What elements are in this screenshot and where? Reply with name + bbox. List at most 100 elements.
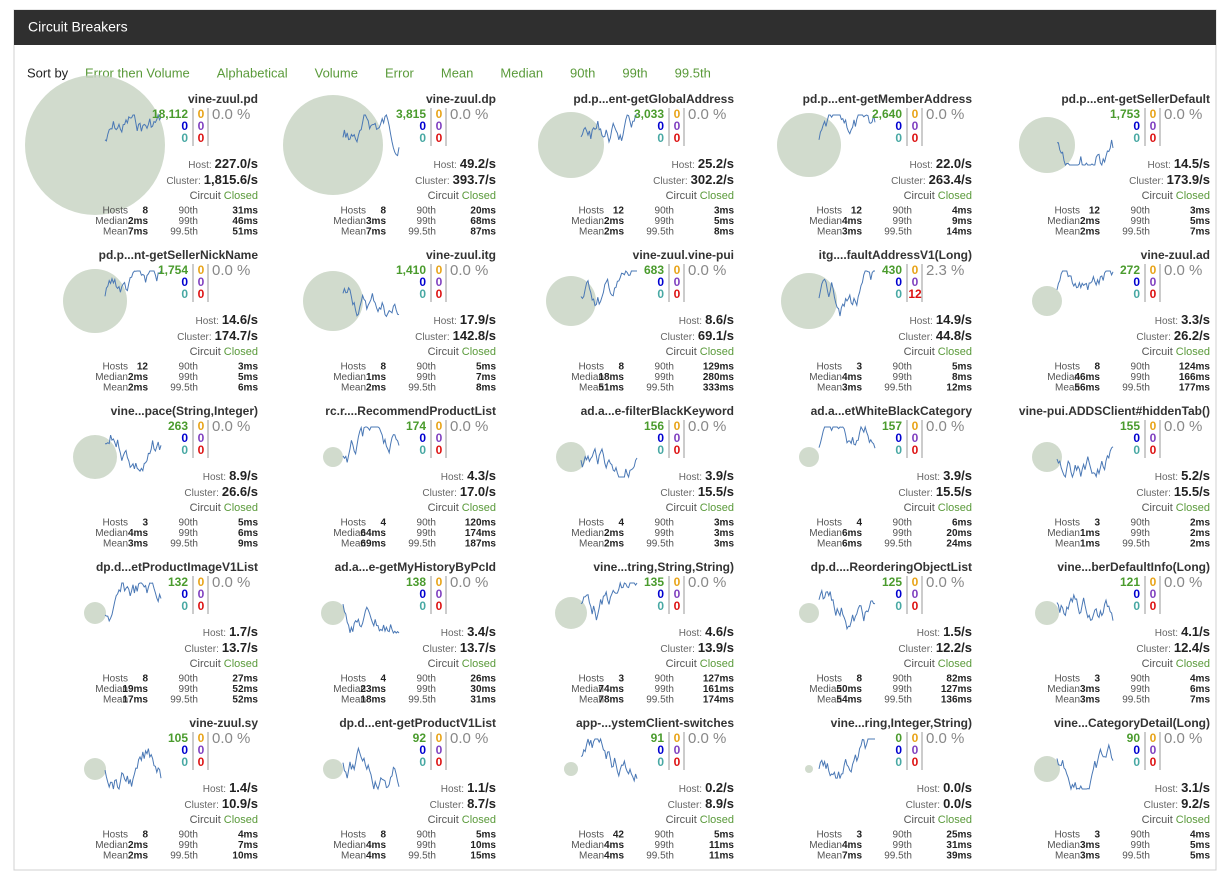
host-rate: Host: 14.5/s bbox=[1148, 156, 1211, 171]
stat-value: 52ms bbox=[232, 695, 258, 706]
cluster-value: 8.9/s bbox=[705, 796, 734, 811]
count-timeout: 0 bbox=[198, 419, 205, 433]
stat-value: 6ms bbox=[842, 528, 862, 539]
sparkline bbox=[818, 588, 876, 631]
rate-circle bbox=[84, 758, 106, 780]
stat-label: 99th bbox=[1131, 840, 1150, 851]
stat-label: 90th bbox=[655, 830, 674, 841]
sort-option[interactable]: Error bbox=[385, 65, 415, 80]
stat-label: Hosts bbox=[340, 830, 366, 841]
stat-label: 90th bbox=[655, 674, 674, 685]
stat-label: 99.5th bbox=[1122, 383, 1150, 394]
host-label: Host: bbox=[679, 628, 702, 639]
host-rate: Host: 1.4/s bbox=[203, 780, 258, 795]
count-bad: 0 bbox=[895, 599, 902, 613]
sort-option[interactable]: 90th bbox=[570, 65, 595, 80]
stat-label: 99.5th bbox=[884, 695, 912, 706]
circuit-status: Circuit Closed bbox=[904, 502, 972, 514]
stat-value: 6ms bbox=[952, 518, 972, 529]
stat-value: 50ms bbox=[836, 684, 862, 695]
cluster-value: 0.0/s bbox=[943, 796, 972, 811]
stat-label: Hosts bbox=[1054, 206, 1080, 217]
stat-label: 99.5th bbox=[170, 383, 198, 394]
rate-circle bbox=[63, 269, 127, 333]
count-bad: 0 bbox=[895, 443, 902, 457]
stat-label: Mean bbox=[103, 539, 128, 550]
count-rejected: 0 bbox=[912, 587, 919, 601]
stat-value: 12 bbox=[613, 206, 625, 217]
sort-option[interactable]: Volume bbox=[315, 65, 358, 80]
stat-value: 8ms bbox=[714, 227, 734, 238]
circuit-name: vine-zuul.sy bbox=[189, 716, 258, 730]
rate-circle bbox=[546, 276, 596, 326]
count-short: 0 bbox=[895, 275, 902, 289]
stat-label: Hosts bbox=[102, 674, 128, 685]
host-value: 14.5/s bbox=[1174, 156, 1210, 171]
count-rejected: 0 bbox=[436, 119, 443, 133]
stat-label: Hosts bbox=[340, 518, 366, 529]
count-bad: 0 bbox=[1133, 599, 1140, 613]
stat-label: Mean bbox=[817, 227, 842, 238]
status-value: Closed bbox=[462, 346, 496, 358]
stat-label: 99.5th bbox=[884, 227, 912, 238]
cluster-value: 13.7/s bbox=[222, 640, 258, 655]
stat-label: Hosts bbox=[340, 674, 366, 685]
cluster-rate: Cluster: 26.6/s bbox=[184, 484, 258, 499]
count-success: 138 bbox=[406, 575, 426, 589]
count-bad: 0 bbox=[895, 755, 902, 769]
circuit-status: Circuit Closed bbox=[904, 658, 972, 670]
stat-value: 12 bbox=[851, 206, 863, 217]
circuit-status: Circuit Closed bbox=[666, 814, 734, 826]
circuit-label: Circuit bbox=[666, 658, 697, 670]
sort-option[interactable]: 99.5th bbox=[675, 65, 711, 80]
count-rejected: 0 bbox=[912, 119, 919, 133]
count-failure: 12 bbox=[908, 287, 922, 301]
sort-option[interactable]: Median bbox=[500, 65, 543, 80]
stat-value: 7ms bbox=[1190, 227, 1210, 238]
stat-value: 124ms bbox=[1179, 362, 1211, 373]
host-rate: Host: 3.9/s bbox=[917, 468, 972, 483]
count-failure: 0 bbox=[436, 443, 443, 457]
count-timeout: 0 bbox=[674, 575, 681, 589]
rate-circle bbox=[777, 113, 841, 177]
count-failure: 0 bbox=[436, 599, 443, 613]
stat-label: Hosts bbox=[578, 674, 604, 685]
stat-value: 2ms bbox=[604, 227, 624, 238]
host-value: 4.1/s bbox=[1181, 624, 1210, 639]
sort-option[interactable]: Error then Volume bbox=[85, 65, 190, 80]
circuit-status: Circuit Closed bbox=[1142, 346, 1210, 358]
host-value: 14.6/s bbox=[222, 312, 258, 327]
rate-circle bbox=[303, 271, 363, 331]
host-rate: Host: 14.6/s bbox=[196, 312, 259, 327]
count-success: 156 bbox=[644, 419, 664, 433]
count-timeout: 0 bbox=[198, 575, 205, 589]
stat-value: 8 bbox=[380, 206, 386, 217]
count-bad: 0 bbox=[181, 599, 188, 613]
stat-value: 4 bbox=[380, 674, 386, 685]
cluster-label: Cluster: bbox=[1129, 176, 1163, 187]
cluster-rate: Cluster: 393.7/s bbox=[415, 172, 496, 187]
sort-option[interactable]: 99th bbox=[622, 65, 647, 80]
cluster-rate: Cluster: 142.8/s bbox=[415, 328, 496, 343]
stat-label: 90th bbox=[1131, 674, 1150, 685]
count-success: 125 bbox=[882, 575, 902, 589]
count-failure: 0 bbox=[912, 755, 919, 769]
cluster-rate: Cluster: 8.7/s bbox=[430, 796, 496, 811]
circuit-status: Circuit Closed bbox=[666, 658, 734, 670]
stat-value: 3 bbox=[618, 674, 624, 685]
cluster-value: 15.5/s bbox=[936, 484, 972, 499]
count-timeout: 0 bbox=[674, 731, 681, 745]
stat-value: 3ms bbox=[1080, 684, 1100, 695]
stat-label: Mean bbox=[341, 695, 366, 706]
sort-option[interactable]: Mean bbox=[441, 65, 474, 80]
count-short: 0 bbox=[657, 587, 664, 601]
stat-value: 3ms bbox=[714, 206, 734, 217]
stat-label: 99th bbox=[893, 684, 912, 695]
error-percent: 0.0 % bbox=[926, 730, 964, 747]
cluster-label: Cluster: bbox=[430, 800, 464, 811]
sort-option[interactable]: Alphabetical bbox=[217, 65, 288, 80]
circuit-name: pd.p...ent-getSellerDefault bbox=[1061, 92, 1210, 106]
circuit-name: pd.p...ent-getGlobalAddress bbox=[573, 92, 734, 106]
stat-value: 4ms bbox=[128, 528, 148, 539]
circuit-label: Circuit bbox=[1142, 658, 1173, 670]
